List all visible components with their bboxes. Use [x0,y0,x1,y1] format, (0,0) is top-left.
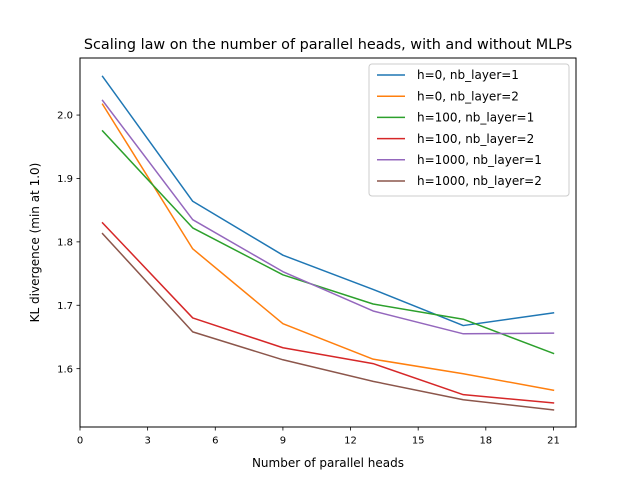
legend-label: h=1000, nb_layer=2 [417,174,542,188]
plot-frame [79,57,577,428]
x-tick-label: 0 [77,436,83,447]
x-tick-label: 9 [280,436,286,447]
x-tick-label: 3 [144,436,150,447]
legend-label: h=0, nb_layer=1 [417,68,519,82]
series-line-6 [101,232,555,411]
y-tick-label: 1.8 [57,237,73,248]
chart-title: Scaling law on the number of parallel he… [84,37,572,53]
y-tick-label: 2.0 [57,111,73,122]
x-axis: 0 3 6 9 12 15 18 21 [77,427,560,447]
x-tick-label: 18 [479,436,492,447]
y-axis-label: KL divergence (min at 1.0) [28,163,42,323]
legend-label: h=1000, nb_layer=1 [417,153,542,167]
x-tick-label: 6 [212,436,218,447]
y-tick-label: 1.6 [57,364,73,375]
series-line-5 [101,99,555,335]
legend: h=0, nb_layer=1 h=0, nb_layer=2 h=100, nb_… [368,63,570,197]
y-axis: 1.6 1.7 1.8 1.9 2.0 [57,111,80,375]
x-tick-label: 21 [547,436,560,447]
x-axis-label: Number of parallel heads [252,456,404,470]
x-tick-label: 15 [412,436,425,447]
plot-lines [101,75,555,411]
legend-frame [368,63,570,197]
series-line-2 [101,103,555,392]
series-line-4 [101,221,555,404]
series-line-1 [101,75,555,327]
legend-label: h=100, nb_layer=2 [417,132,534,146]
y-tick-label: 1.7 [57,301,73,312]
x-tick-label: 12 [344,436,357,447]
legend-label: h=0, nb_layer=2 [417,89,519,103]
series-line-3 [101,129,555,355]
y-tick-label: 1.9 [57,174,73,185]
legend-label: h=100, nb_layer=1 [417,111,534,125]
